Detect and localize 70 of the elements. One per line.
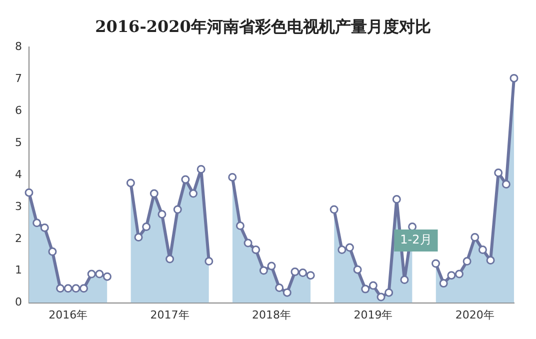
annotation: 1-2月 (400, 232, 432, 247)
y-tick-label: 4 (15, 168, 22, 181)
x-tick-label: 2019年 (354, 308, 393, 322)
point (48, 247, 57, 256)
point (392, 195, 401, 204)
point (32, 218, 42, 228)
point (432, 259, 440, 268)
point (368, 281, 378, 290)
point (134, 233, 143, 242)
point (228, 172, 237, 182)
point (142, 222, 151, 232)
point (462, 257, 472, 266)
point (189, 189, 198, 198)
point (439, 279, 448, 288)
point (275, 284, 284, 292)
point (126, 178, 135, 188)
point (166, 254, 174, 264)
point (80, 284, 88, 293)
point (353, 265, 362, 274)
point (384, 288, 394, 297)
y-tick-label: 1 (15, 264, 22, 277)
y-tick-label: 7 (15, 72, 22, 86)
y-tick-label: 0 (15, 296, 22, 309)
point (150, 189, 158, 198)
point (361, 284, 370, 294)
point (259, 266, 268, 275)
point (181, 175, 190, 184)
y-tick-label: 6 (15, 104, 22, 117)
y-tick-label: 5 (15, 136, 22, 149)
point (494, 168, 503, 178)
point (470, 233, 480, 242)
x-tick-label: 2017年 (150, 308, 190, 322)
point (290, 268, 300, 276)
point (502, 180, 510, 189)
x-tick-label: 2020年 (455, 308, 494, 322)
point (510, 74, 518, 82)
point (282, 288, 292, 297)
point (478, 246, 487, 254)
point (204, 257, 214, 266)
point (338, 246, 346, 254)
point (244, 238, 252, 248)
point (345, 243, 354, 252)
x-tick-label: 2018年 (252, 308, 291, 322)
point (196, 165, 206, 174)
point (236, 222, 244, 230)
point (72, 284, 80, 293)
point (447, 271, 456, 280)
point (173, 205, 182, 214)
point (330, 205, 338, 214)
point (56, 284, 65, 293)
point (306, 271, 315, 280)
y-tick-label: 8 (15, 40, 22, 54)
point (24, 188, 34, 197)
point (267, 262, 276, 270)
point (298, 268, 308, 278)
point (454, 270, 464, 278)
point (64, 284, 72, 293)
point (158, 210, 166, 219)
point (95, 270, 104, 278)
point (40, 223, 49, 232)
point (400, 276, 409, 284)
point (376, 292, 386, 302)
y-tick-label: 2 (15, 232, 22, 245)
x-tick-label: 2016年 (48, 308, 88, 322)
point (486, 256, 495, 265)
point (87, 270, 96, 278)
point (252, 246, 260, 254)
y-tick-label: 3 (15, 200, 22, 213)
point (102, 272, 112, 281)
chart-title: 2016-2020年河南省彩色电视机产量月度对比 (95, 16, 431, 36)
